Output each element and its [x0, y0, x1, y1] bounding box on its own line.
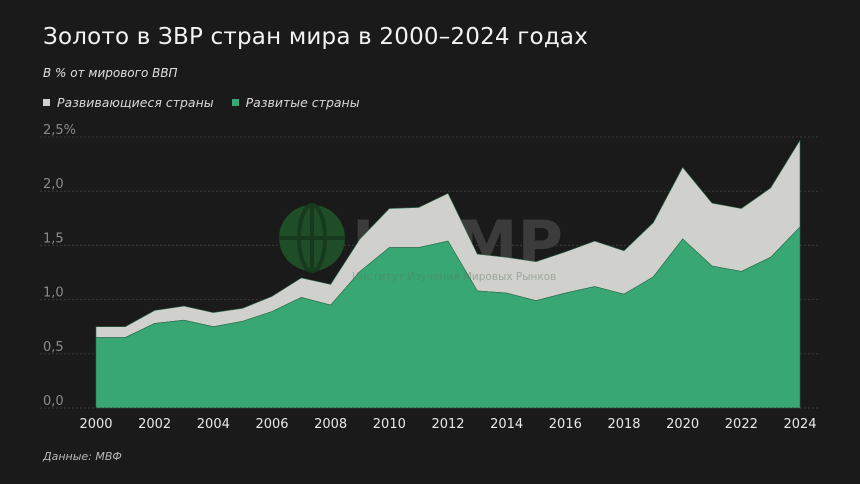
legend: Развивающиеся страны Развитые страны: [43, 95, 360, 110]
x-tick-label: 2006: [255, 417, 288, 432]
legend-label-developed: Развитые страны: [245, 95, 360, 110]
legend-swatch-developing: [43, 99, 50, 106]
x-tick-label: 2002: [138, 417, 171, 432]
x-tick-label: 2010: [373, 417, 406, 432]
legend-item-developed: Развитые страны: [231, 95, 360, 110]
x-tick-label: 2004: [197, 417, 230, 432]
x-tick-label: 2014: [490, 417, 523, 432]
legend-label-developing: Развивающиеся страны: [57, 95, 214, 110]
legend-swatch-developed: [231, 99, 239, 106]
chart-title: Золото в ЗВР стран мира в 2000–2024 года…: [43, 24, 589, 50]
x-tick-label: 2022: [725, 417, 758, 432]
x-tick-label: 2016: [549, 417, 582, 432]
x-tick-label: 2020: [666, 417, 699, 432]
source-note: Данные: МВФ: [43, 450, 122, 463]
x-tick-label: 2012: [431, 417, 464, 432]
y-tick-label: 2,5%: [43, 123, 76, 138]
y-tick-label: 2,0: [43, 177, 64, 192]
y-tick-label: 1,5: [43, 231, 64, 246]
watermark-logo: [279, 203, 345, 273]
chart-subtitle: В % от мирового ВВП: [43, 66, 178, 80]
x-tick-label: 2008: [314, 417, 347, 432]
y-tick-label: 1,0: [43, 286, 64, 301]
y-tick-label: 0,5: [43, 340, 64, 355]
x-tick-label: 2000: [79, 417, 112, 432]
legend-item-developing: Развивающиеся страны: [43, 95, 214, 110]
x-tick-label: 2024: [783, 417, 816, 432]
x-tick-label: 2018: [607, 417, 640, 432]
watermark-tagline: Институт Изучения Мировых Рынков: [352, 271, 556, 283]
y-tick-label: 0,0: [43, 394, 64, 409]
